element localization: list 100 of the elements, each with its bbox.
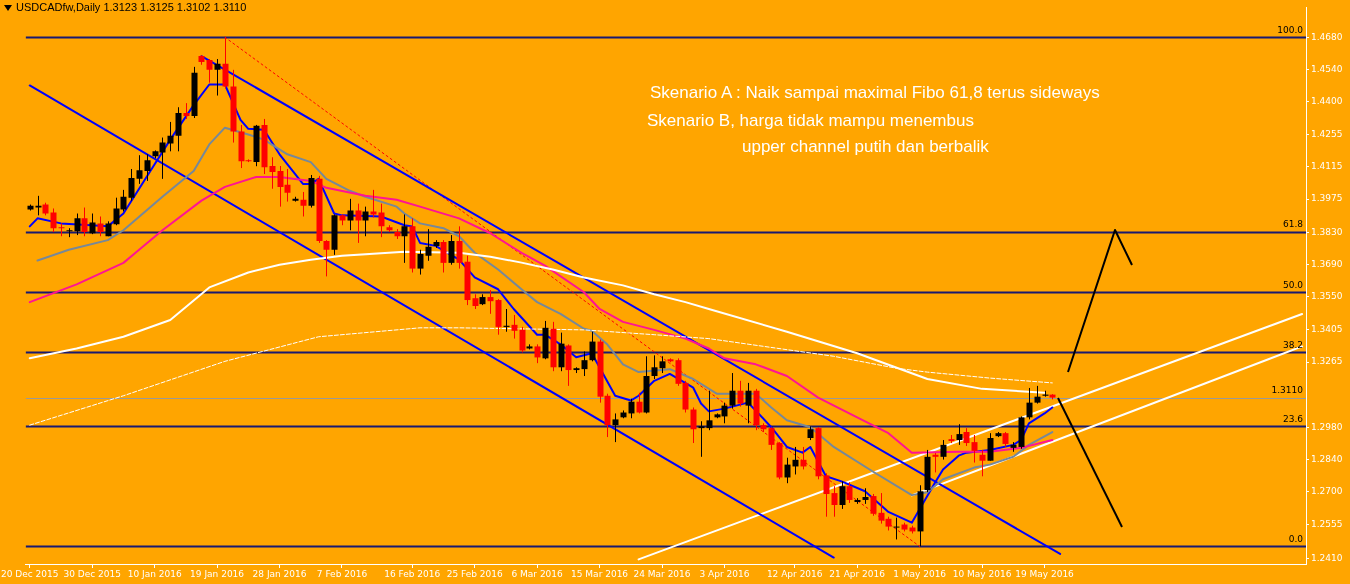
candlestick: [35, 195, 42, 216]
annotation: 38.2: [1282, 339, 1303, 350]
candlestick: [144, 153, 151, 182]
candlestick: [347, 198, 354, 231]
chart-title: USDCADfw,Daily 1.3123 1.3125 1.3102 1.3110: [16, 1, 247, 13]
annotation: Skenario A : Naik sampai maximal Fibo 61,8 terus sideways: [650, 83, 1100, 103]
y-tick-label: 1.2980: [1311, 421, 1343, 432]
y-tick-label: 1.3265: [1311, 356, 1343, 367]
candlestick: [440, 239, 447, 273]
candlestick: [97, 216, 104, 237]
candlestick: [628, 398, 635, 419]
candlestick: [58, 222, 65, 237]
candlestick: [136, 154, 143, 185]
candlestick: [940, 439, 947, 461]
candlestick: [425, 228, 432, 262]
candlestick: [745, 382, 752, 424]
y-tick-label: 1.4255: [1311, 129, 1343, 140]
y-tick-label: 1.2410: [1311, 552, 1343, 563]
candlestick: [128, 168, 135, 202]
candlestick: [323, 239, 330, 277]
candlestick: [1026, 387, 1033, 420]
candlestick: [448, 234, 455, 266]
candlestick: [362, 206, 369, 237]
annotation: 23.6: [1282, 414, 1304, 425]
x-tick-label: 25 Feb 2016: [446, 568, 503, 579]
candlestick: [417, 249, 424, 276]
candlestick: [89, 213, 96, 235]
candlestick: [589, 331, 596, 362]
y-tick-label: 1.2700: [1311, 486, 1343, 497]
candlestick: [50, 207, 57, 233]
x-tick-label: 21 Apr 2016: [829, 568, 886, 579]
x-tick-label: 10 Jan 2016: [127, 568, 182, 579]
candlestick: [651, 354, 658, 380]
y-tick-label: 1.4680: [1311, 31, 1343, 42]
candlestick: [519, 326, 526, 353]
x-tick-label: 6 Mar 2016: [511, 568, 564, 579]
y-tick-label: 1.3690: [1311, 258, 1343, 269]
candlestick: [370, 189, 377, 218]
candlestick: [846, 481, 853, 504]
candlestick: [784, 457, 791, 484]
y-tick-label: 1.3975: [1311, 193, 1343, 204]
candlestick: [792, 446, 799, 475]
x-tick-label: 12 Apr 2016: [766, 568, 823, 579]
candlestick: [979, 449, 986, 477]
candlestick: [534, 343, 541, 364]
candlestick: [870, 493, 877, 517]
y-tick-label: 1.3405: [1311, 324, 1343, 335]
candlestick: [456, 225, 463, 270]
x-tick-label: 19 May 2016: [1015, 568, 1075, 579]
candlestick: [558, 332, 565, 372]
candlestick: [800, 446, 807, 470]
y-tick-label: 1.2555: [1311, 519, 1343, 530]
candlestick: [206, 58, 213, 84]
annotation: 0.0: [1288, 534, 1304, 545]
candlestick: [355, 203, 362, 244]
candlestick: [74, 213, 81, 236]
x-tick-label: 10 May 2016: [952, 568, 1012, 579]
candlestick: [487, 289, 494, 315]
y-tick-label: 1.4115: [1311, 161, 1343, 172]
candlestick: [175, 106, 182, 152]
annotation: 61.8: [1282, 219, 1304, 230]
x-tick-label: 19 Jan 2016: [190, 568, 245, 579]
x-tick-label: 15 Mar 2016: [571, 568, 629, 579]
x-tick-label: 16 Feb 2016: [384, 568, 441, 579]
candlestick: [401, 213, 408, 264]
x-tick-label: 28 Jan 2016: [252, 568, 307, 579]
candlestick: [831, 485, 838, 518]
candlestick: [378, 203, 385, 238]
y-tick-label: 1.3830: [1311, 226, 1343, 237]
candlestick: [893, 517, 900, 540]
candlestick: [768, 426, 775, 451]
candlestick: [932, 452, 939, 473]
candlestick: [987, 432, 994, 462]
x-tick-label: 20 Dec 2015: [1, 568, 59, 579]
ref-line-label: 1.3110: [1271, 385, 1304, 396]
candlestick: [971, 434, 978, 464]
candlestick: [729, 372, 736, 410]
candlestick: [511, 314, 518, 340]
y-tick-label: 1.4540: [1311, 63, 1343, 74]
candlestick: [167, 121, 174, 152]
candlestick: [823, 472, 830, 518]
candlestick: [698, 420, 705, 458]
x-tick-label: 24 Mar 2016: [633, 568, 691, 579]
candlestick: [300, 191, 307, 217]
candlestick: [81, 207, 88, 237]
candlestick: [839, 480, 846, 510]
candlestick: [214, 58, 221, 97]
annotation: upper channel putih dan berbalik: [742, 137, 989, 157]
candlestick: [690, 406, 697, 444]
candlestick: [612, 412, 619, 443]
candlestick: [706, 390, 713, 431]
candlestick: [269, 156, 276, 190]
candlestick: [581, 350, 588, 377]
candlestick: [956, 423, 963, 446]
y-tick-label: 1.3550: [1311, 290, 1343, 301]
annotation: 50.0: [1282, 279, 1304, 290]
x-tick-label: 30 Dec 2015: [63, 568, 121, 579]
y-tick-label: 1.2840: [1311, 453, 1343, 464]
annotation: Skenario B, harga tidak mampu menembus: [647, 111, 974, 131]
x-tick-label: 7 Feb 2016: [316, 568, 368, 579]
